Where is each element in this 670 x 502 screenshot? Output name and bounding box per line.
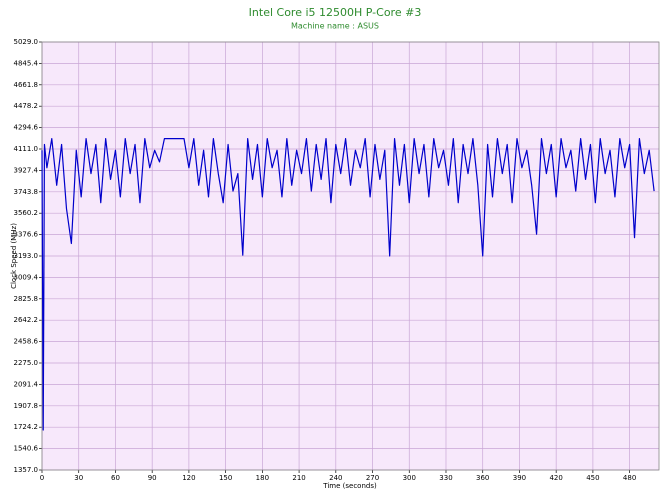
- y-tick-label: 1540.6: [14, 445, 39, 453]
- x-tick-label: 480: [623, 474, 636, 482]
- y-tick-label: 3927.4: [14, 166, 39, 174]
- x-tick-label: 240: [329, 474, 342, 482]
- y-tick-label: 3009.4: [14, 273, 39, 281]
- x-tick-label: 450: [586, 474, 599, 482]
- y-tick-label: 2825.8: [14, 295, 39, 303]
- x-tick-label: 60: [111, 474, 120, 482]
- y-tick-label: 5029.0: [14, 38, 39, 46]
- y-tick-label: 2091.4: [14, 380, 39, 388]
- y-tick-label: 4111.0: [14, 145, 39, 153]
- y-tick-label: 2458.6: [14, 338, 39, 346]
- x-tick-label: 420: [549, 474, 562, 482]
- y-tick-label: 4661.8: [14, 81, 39, 89]
- x-tick-label: 360: [476, 474, 489, 482]
- x-tick-label: 30: [74, 474, 83, 482]
- y-tick-label: 4294.6: [14, 124, 39, 132]
- chart-title: Intel Core i5 12500H P-Core #3: [249, 6, 422, 19]
- x-tick-label: 300: [403, 474, 416, 482]
- y-tick-label: 1724.2: [14, 423, 39, 431]
- x-tick-label: 330: [439, 474, 452, 482]
- chart-subtitle: Machine name : ASUS: [291, 22, 379, 31]
- y-tick-label: 4478.2: [14, 102, 39, 110]
- x-tick-label: 210: [292, 474, 305, 482]
- x-tick-label: 120: [182, 474, 195, 482]
- y-tick-label: 3743.8: [14, 188, 39, 196]
- y-tick-label: 3376.6: [14, 231, 39, 239]
- y-tick-label: 2275.0: [14, 359, 39, 367]
- y-tick-label: 4845.4: [14, 59, 39, 67]
- x-tick-label: 90: [148, 474, 157, 482]
- y-tick-label: 1357.0: [14, 466, 39, 474]
- x-tick-label: 180: [256, 474, 269, 482]
- x-tick-label: 270: [366, 474, 379, 482]
- x-axis-label: Time (seconds): [322, 482, 377, 490]
- y-tick-label: 2642.2: [14, 316, 39, 324]
- y-tick-label: 1907.8: [14, 402, 39, 410]
- data-line: [41, 138, 655, 431]
- y-tick-label: 3193.0: [14, 252, 39, 260]
- x-tick-label: 390: [513, 474, 526, 482]
- y-axis-label: Clock Speed (MHz): [10, 223, 18, 289]
- x-tick-label: 0: [40, 474, 44, 482]
- y-tick-label: 3560.2: [14, 209, 39, 217]
- x-tick-label: 150: [219, 474, 232, 482]
